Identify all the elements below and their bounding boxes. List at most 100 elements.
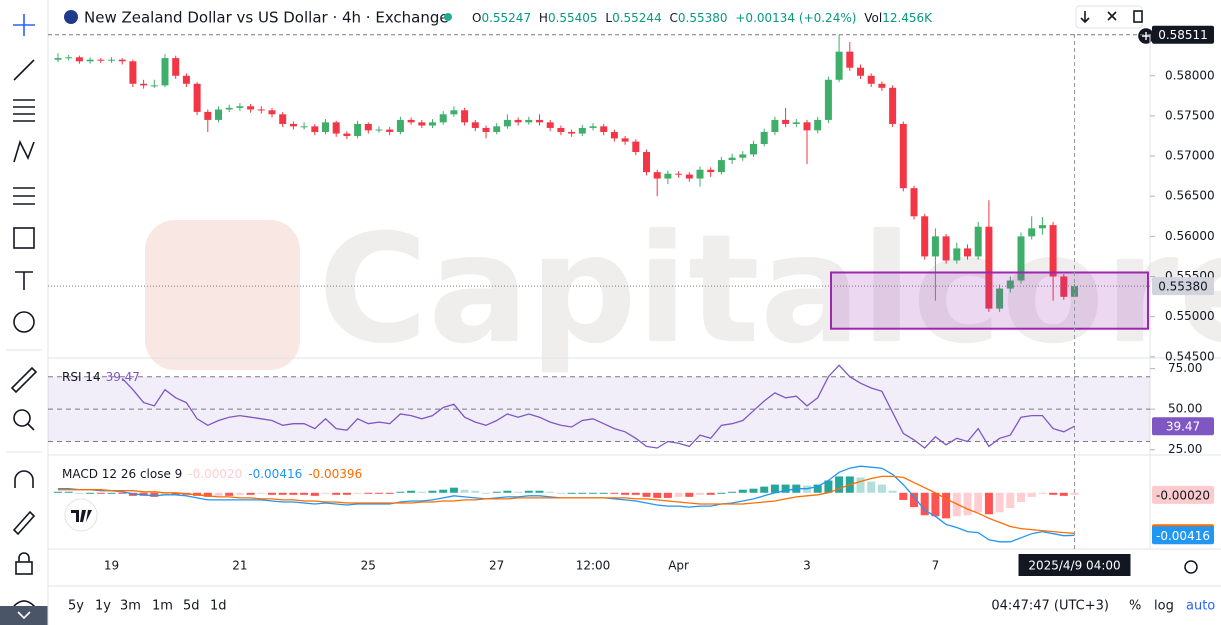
magnet-tool[interactable] xyxy=(14,470,34,488)
candle-body xyxy=(86,59,94,62)
candle-body xyxy=(182,75,190,84)
candle-body xyxy=(1038,225,1046,229)
candle-body xyxy=(750,144,757,155)
macd-histogram-bar xyxy=(321,492,330,494)
range-button[interactable]: 3m xyxy=(120,599,141,614)
header: New Zealand Dollar vs US Dollar · 4h · E… xyxy=(64,9,933,27)
candle-body xyxy=(54,58,62,60)
range-button[interactable]: 1y xyxy=(95,599,111,614)
tv-logo-mark xyxy=(71,510,92,522)
macd-histogram-bar xyxy=(1049,492,1058,495)
pane xyxy=(54,465,1079,543)
percent-toggle[interactable]: % xyxy=(1129,599,1141,614)
legend-title: RSI 14 xyxy=(62,370,101,384)
shape-tool[interactable] xyxy=(13,227,35,249)
macd-histogram-bar xyxy=(375,492,383,494)
macd-histogram-bar xyxy=(942,492,951,519)
log-toggle[interactable]: log xyxy=(1154,599,1174,614)
candle-body xyxy=(65,57,73,59)
macd-histogram-bar xyxy=(535,490,544,493)
zoom-tool[interactable] xyxy=(13,409,31,427)
x-tick-label: 7 xyxy=(932,559,940,573)
candle-body xyxy=(685,174,693,179)
candle-body xyxy=(942,236,950,261)
candle-body xyxy=(461,110,469,123)
projection-tool[interactable] xyxy=(13,187,35,205)
macd-histogram-bar xyxy=(214,492,223,496)
fib-tool[interactable] xyxy=(13,99,35,122)
macd-histogram-bar xyxy=(492,491,501,493)
macd-histogram-bar xyxy=(257,492,266,494)
ohlc-value: 0.55247 xyxy=(481,11,531,25)
crosshair-tool[interactable] xyxy=(13,14,35,36)
candle-body xyxy=(814,119,822,131)
range-button[interactable]: 1m xyxy=(152,599,173,614)
candle-body xyxy=(1017,236,1025,281)
pane xyxy=(48,34,1150,312)
lock-tool[interactable] xyxy=(15,561,33,575)
macd-histogram-bar xyxy=(877,484,886,493)
macd-histogram-bar xyxy=(96,492,105,494)
candle-body xyxy=(803,122,811,131)
macd-histogram-bar xyxy=(1059,492,1068,496)
macd-histogram-bar xyxy=(203,492,212,497)
candle-body xyxy=(407,119,415,123)
emoji-tool[interactable] xyxy=(13,311,35,333)
range-button[interactable]: 5d xyxy=(183,599,200,614)
legend-value: -0.00416 xyxy=(248,467,302,481)
candle-body xyxy=(503,119,511,127)
top-buttons[interactable] xyxy=(1075,5,1154,44)
x-tick-label: 3 xyxy=(803,559,811,573)
flag-icon xyxy=(64,10,78,24)
range-button[interactable]: 5y xyxy=(68,599,84,614)
legend-value: -0.00020 xyxy=(188,467,242,481)
macd-histogram-bar xyxy=(835,476,844,493)
candle-body xyxy=(846,51,854,68)
candle-body xyxy=(910,188,918,217)
pattern-tool[interactable] xyxy=(13,139,35,163)
ruler-tool[interactable] xyxy=(10,366,38,394)
pane xyxy=(48,364,1150,449)
maximize-button[interactable] xyxy=(1133,10,1143,23)
ohlc-key: C xyxy=(670,11,678,25)
macd-histogram-bar xyxy=(1006,492,1015,509)
candle-body xyxy=(557,127,565,132)
y-tick-label: 0.55000 xyxy=(1165,309,1215,323)
trend-line-tool[interactable] xyxy=(13,59,35,81)
watermark-logo xyxy=(145,220,300,370)
candle-body xyxy=(1028,228,1036,237)
text-tool[interactable] xyxy=(15,271,33,290)
candle-body xyxy=(824,79,832,120)
candle-body xyxy=(354,123,362,136)
candle-body xyxy=(739,154,747,158)
candle-body xyxy=(257,109,265,111)
range-button[interactable]: 1d xyxy=(210,599,227,614)
close-button[interactable] xyxy=(1107,11,1117,21)
candle-body xyxy=(118,59,126,62)
candle-body xyxy=(418,122,426,126)
macd-histogram-bar xyxy=(546,491,555,493)
collapse-button[interactable] xyxy=(0,606,48,625)
macd-histogram-bar xyxy=(278,492,287,495)
change: +0.00134 (+0.24%) xyxy=(735,11,856,25)
y-tick-label: 0.54500 xyxy=(1165,349,1215,363)
macd-histogram-bar xyxy=(1027,492,1036,497)
lock-shackle xyxy=(18,552,30,562)
macd-histogram-bar xyxy=(706,492,715,495)
down-button[interactable] xyxy=(1080,11,1090,24)
candle-body xyxy=(97,59,105,61)
macd-histogram-bar xyxy=(342,492,351,495)
settings-button[interactable] xyxy=(1184,560,1198,574)
button-group[interactable] xyxy=(1075,5,1143,29)
macd-histogram-bar xyxy=(963,492,972,516)
auto-toggle[interactable]: auto xyxy=(1186,599,1215,614)
macd-histogram-bar xyxy=(728,491,737,493)
candle-body xyxy=(921,216,929,257)
macd-histogram-bar xyxy=(268,492,276,495)
candle-body xyxy=(514,119,522,123)
macd-histogram-bar xyxy=(107,492,116,494)
add-button-plus xyxy=(1142,32,1150,40)
brush-tool[interactable] xyxy=(12,510,36,536)
macd-histogram-bar xyxy=(225,492,234,496)
x-tick-label: 21 xyxy=(232,559,247,573)
